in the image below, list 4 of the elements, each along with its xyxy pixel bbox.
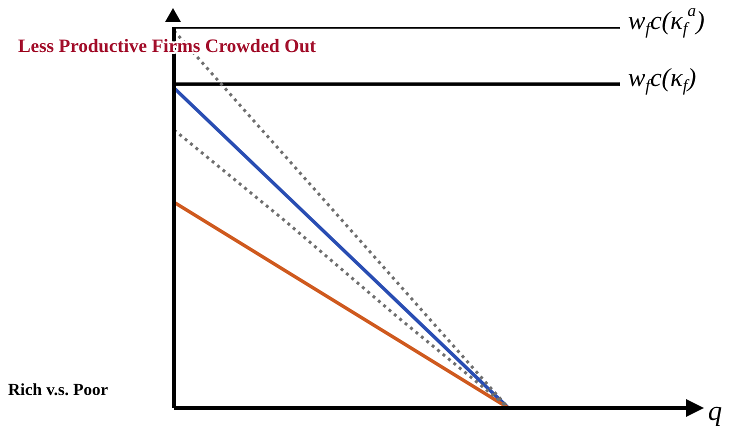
series-label: w$_{f}$c(κ$_{f}$$^{a}$) (628, 0, 705, 38)
text: Rich v.s. Poor (8, 380, 109, 399)
series-label: w$_{f}$c(κ$_{f}$) (628, 63, 696, 96)
x-axis-title: q (708, 396, 722, 427)
